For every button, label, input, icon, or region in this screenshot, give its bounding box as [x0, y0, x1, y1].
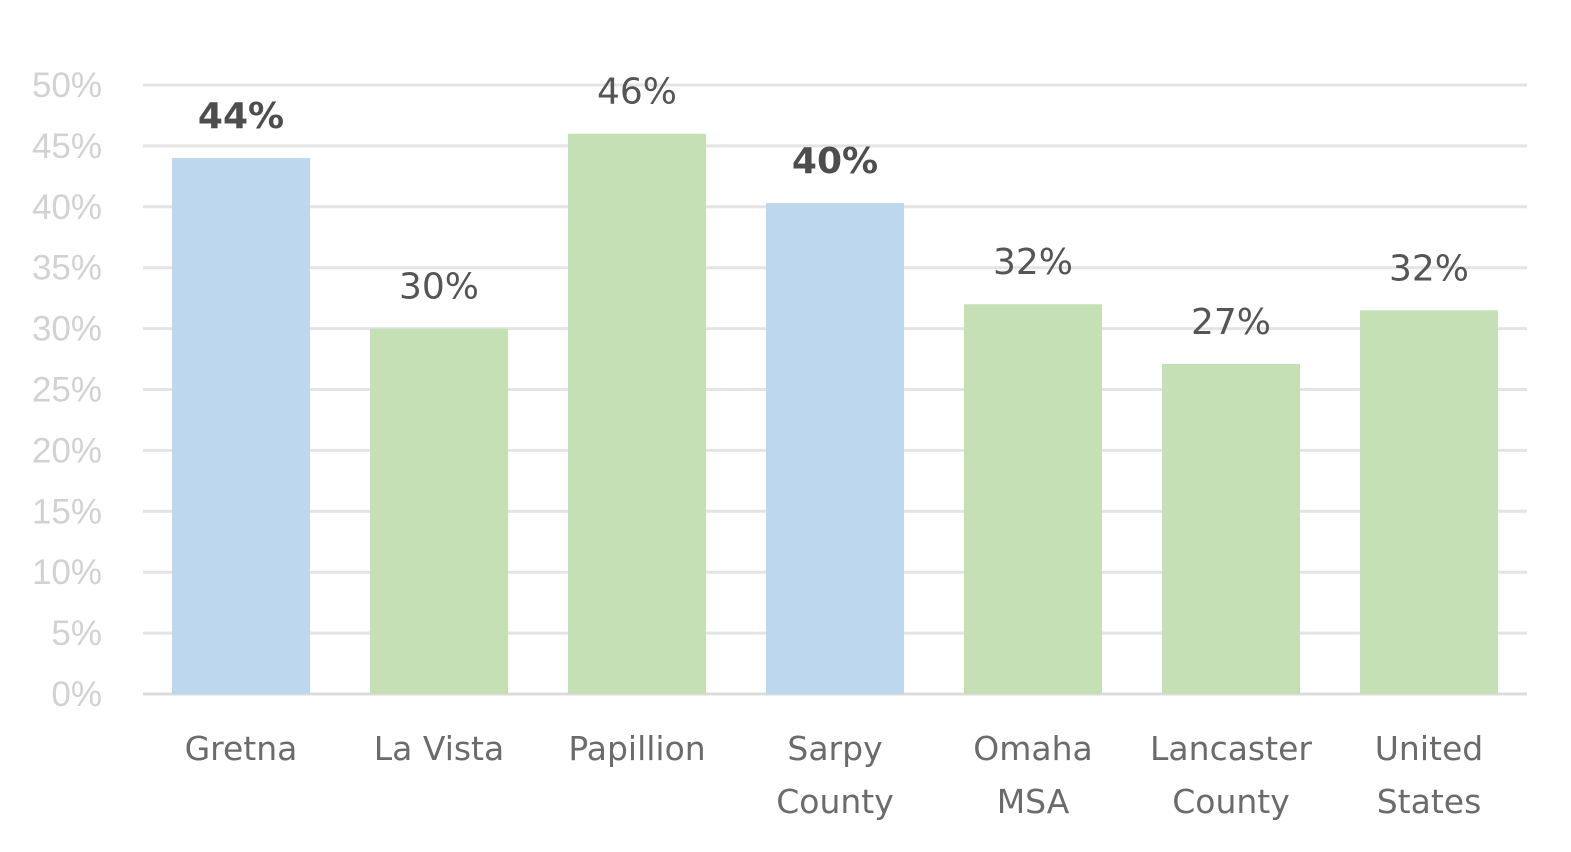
data-label: 27%	[1191, 302, 1271, 343]
bar	[1360, 310, 1498, 694]
category-label: Sarpy	[787, 729, 882, 768]
data-label: 40%	[792, 141, 878, 182]
data-label: 44%	[198, 96, 284, 137]
category-label: United	[1375, 729, 1483, 768]
y-tick-label: 5%	[51, 614, 102, 653]
category-label: Papillion	[568, 729, 705, 768]
bar	[370, 328, 508, 694]
y-tick-label: 20%	[32, 431, 102, 470]
data-label: 32%	[1389, 248, 1469, 289]
category-label: Gretna	[185, 729, 298, 768]
bar	[568, 133, 706, 695]
category-label: States	[1377, 782, 1482, 821]
data-label: 32%	[993, 242, 1073, 283]
x-axis-categories: Gretna La Vista Papillion Sarpy County Omaha M…	[185, 729, 1484, 821]
bar	[1162, 363, 1300, 694]
y-tick-label: 50%	[32, 66, 102, 105]
y-tick-label: 15%	[32, 492, 102, 531]
y-tick-label: 45%	[32, 127, 102, 166]
y-tick-label: 25%	[32, 371, 102, 410]
data-labels: 44% 30% 46% 40% 32% 27% 32%	[198, 72, 1469, 343]
bar	[766, 203, 904, 694]
category-label: Omaha	[973, 729, 1092, 768]
category-label: MSA	[997, 782, 1070, 821]
y-tick-label: 30%	[32, 310, 102, 349]
data-label: 30%	[399, 267, 479, 308]
category-label: County	[776, 782, 894, 821]
category-label: La Vista	[374, 729, 504, 768]
category-label: Lancaster	[1150, 729, 1312, 768]
bar	[964, 304, 1102, 694]
y-axis-ticks: 0% 5% 10% 15% 20% 25% 30% 35% 40% 45% 50%	[32, 66, 102, 714]
category-label: County	[1172, 782, 1290, 821]
y-tick-label: 35%	[32, 249, 102, 288]
y-tick-label: 40%	[32, 188, 102, 227]
y-tick-label: 0%	[51, 675, 102, 714]
data-label: 46%	[597, 72, 677, 113]
bars	[172, 133, 1498, 695]
y-tick-label: 10%	[32, 553, 102, 592]
bar	[172, 158, 310, 694]
